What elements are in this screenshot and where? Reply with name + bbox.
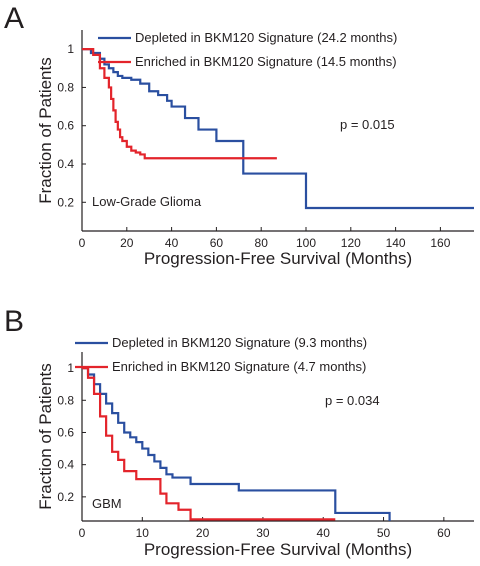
y-tick-label: 0.2	[57, 490, 74, 504]
panel-b: B0.20.40.60.810 10 20 30 40 50 60Progression-F…	[4, 305, 474, 559]
y-tick-label: 0.8	[57, 393, 74, 407]
y-tick-label: 0.4	[57, 157, 74, 171]
p-value-label: p = 0.034	[325, 393, 380, 408]
legend-label-depleted: Depleted in BKM120 Signature (9.3 months…	[112, 335, 367, 350]
x-axis-title: Progression-Free Survival (Months)	[144, 540, 412, 559]
y-axis-title: Fraction of Patients	[36, 363, 55, 509]
x-tick-label: 100	[296, 236, 316, 250]
x-tick-label: 20	[120, 236, 134, 250]
x-tick-label: 60	[437, 526, 451, 540]
x-tick-label: 120	[341, 236, 361, 250]
p-value-label: p = 0.015	[340, 117, 395, 132]
y-tick-label: 0.6	[57, 119, 74, 133]
y-axis-title: Fraction of Patients	[36, 57, 55, 203]
x-tick-label: 40	[317, 526, 331, 540]
y-tick-label: 0.6	[57, 425, 74, 439]
x-tick-label: 40	[165, 236, 179, 250]
legend-label-enriched: Enriched in BKM120 Signature (4.7 months…	[112, 359, 366, 374]
km-curve-depleted	[82, 48, 474, 210]
x-tick-label: 50	[377, 526, 391, 540]
km-curve-enriched	[82, 48, 277, 160]
x-tick-label: 30	[256, 526, 270, 540]
x-tick-label: 140	[386, 236, 406, 250]
x-tick-label: 60	[210, 236, 224, 250]
cohort-label: GBM	[92, 496, 122, 511]
panel-a: A 0.2 0.4 0.6 0.8 1 0 20 40 60 80 100 120 140 160 Progr…	[4, 2, 474, 268]
x-tick-label: 20	[196, 526, 210, 540]
km-curve-enriched	[82, 366, 336, 521]
legend-label-depleted: Depleted in BKM120 Signature (24.2 month…	[135, 30, 397, 45]
panel-letter: B	[4, 305, 24, 338]
x-tick-label: 0	[79, 236, 86, 250]
panel-letter: A	[4, 2, 24, 35]
y-tick-label: 1	[67, 361, 74, 375]
x-tick-label: 10	[136, 526, 150, 540]
x-tick-label: 0	[79, 526, 86, 540]
x-axis-title: Progression-Free Survival (Months)	[144, 249, 412, 268]
legend-label-enriched: Enriched in BKM120 Signature (14.5 month…	[135, 54, 397, 69]
x-tick-label: 80	[255, 236, 269, 250]
x-tick-label: 160	[430, 236, 450, 250]
cohort-label: Low-Grade Glioma	[92, 194, 202, 209]
y-tick-label: 0.8	[57, 80, 74, 94]
y-tick-label: 0.4	[57, 458, 74, 472]
y-tick-label: 0.2	[57, 195, 74, 209]
y-tick-label: 1	[67, 42, 74, 56]
km-curve-depleted	[82, 366, 391, 521]
